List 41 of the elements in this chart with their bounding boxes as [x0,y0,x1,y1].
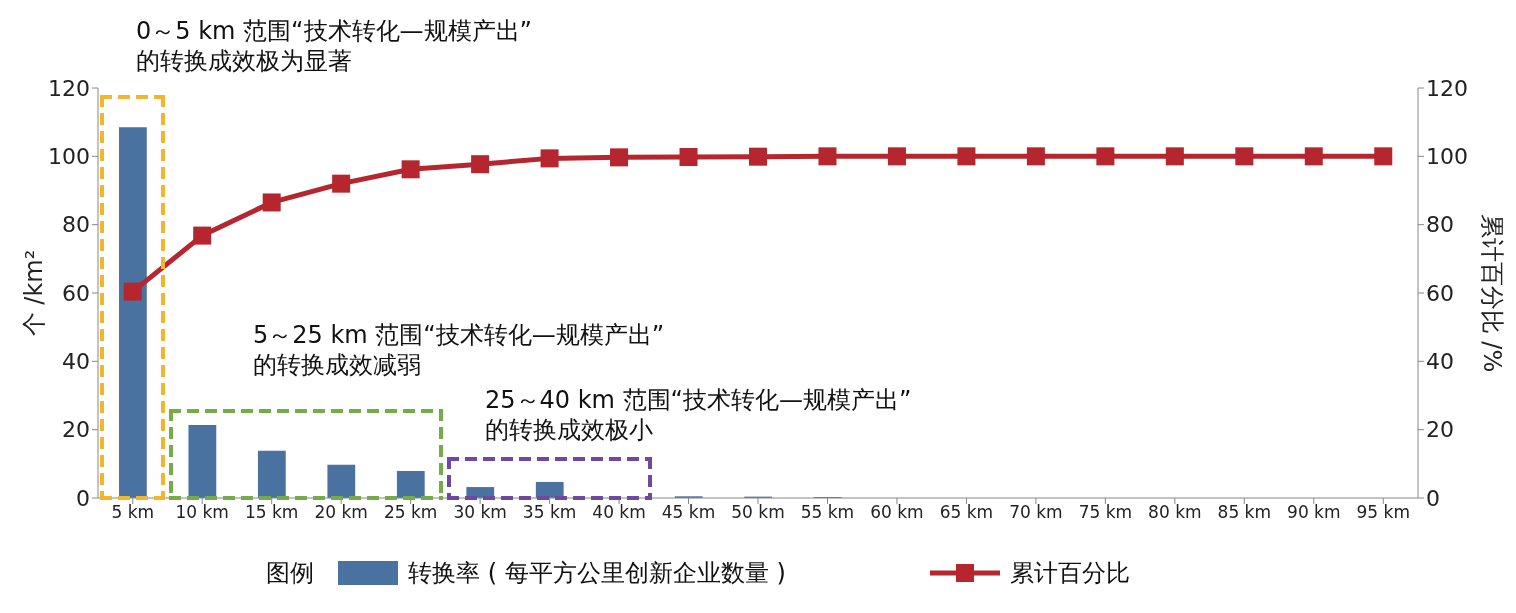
y2-axis-title: 累计百分比 /% [1478,213,1507,373]
x-tick-label: 35 km [522,502,577,523]
x-tick-label: 45 km [661,502,716,523]
x-tick-label: 25 km [383,502,438,523]
y-tick-label: 40 [62,349,90,375]
annotation: 25～40 km 范围“技术转化—规模产出” 的转换成效极小 [485,385,912,445]
legend-label: 转换率 ( 每平方公里创新企业数量 ) [408,558,786,589]
annotation: 5～25 km 范围“技术转化—规模产出” 的转换成效减弱 [253,320,665,380]
y-tick-label: 20 [62,417,90,443]
y-tick-label: 80 [62,212,90,238]
x-tick-label: 20 km [314,502,368,523]
y-tick-label: 120 [48,75,90,101]
y2-tick-label: 80 [1426,212,1454,238]
y-tick-label: 0 [76,485,90,511]
text: 0～5 km 范围“技术转化—规模产出” 的转换成效极为显著 [136,16,532,76]
x-tick-label: 30 km [453,502,507,523]
x-tick-label: 70 km [1009,502,1063,523]
y2-tick-label: 0 [1426,485,1440,511]
y-tick-label: 60 [62,280,90,306]
y-tick-label: 100 [48,144,90,170]
y2-tick-label: 100 [1426,144,1468,170]
x-tick-label: 75 km [1078,502,1133,523]
x-tick-label: 50 km [731,502,785,523]
x-tick-label: 5 km [111,502,155,523]
x-tick-label: 90 km [1287,502,1341,523]
x-tick-label: 95 km [1356,502,1410,523]
legend-title: 图例 [266,558,315,589]
y2-tick-label: 40 [1426,349,1454,375]
x-tick-label: 40 km [592,502,646,523]
x-tick-label: 15 km [244,502,299,523]
x-tick-label: 85 km [1217,502,1272,523]
y2-tick-label: 60 [1426,280,1454,306]
x-tick-label: 10 km [175,502,229,523]
y2-tick-label: 120 [1426,75,1468,101]
y2-tick-label: 20 [1426,417,1454,443]
x-tick-label: 60 km [870,502,924,523]
legend-label: 累计百分比 [1009,558,1130,589]
y-axis-title: 个 /km² [19,249,48,337]
x-tick-label: 55 km [800,502,855,523]
x-tick-label: 80 km [1148,502,1202,523]
x-tick-label: 65 km [939,502,994,523]
